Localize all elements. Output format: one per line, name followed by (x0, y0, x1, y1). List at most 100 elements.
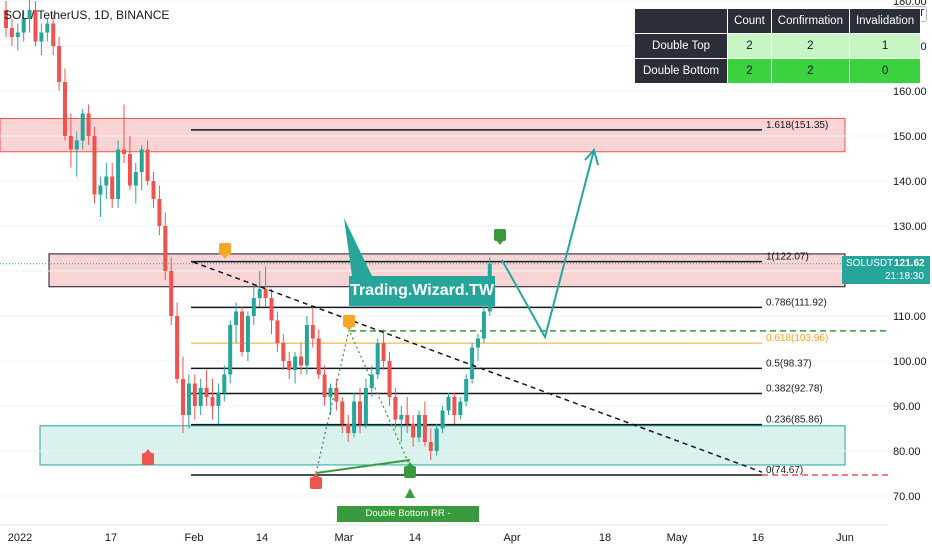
x-axis[interactable]: 2022 17 Feb 14 Mar 14 Apr 18 May 16 Jun (0, 524, 888, 544)
bottom-marker-box (142, 453, 154, 465)
trendline (192, 261, 763, 473)
candle (293, 352, 298, 384)
candle-body (452, 397, 457, 415)
y-tick-label: 160.00 (893, 86, 927, 98)
candle (145, 140, 150, 186)
candle (299, 343, 303, 375)
candle-body (287, 361, 292, 370)
candle (163, 212, 168, 280)
candle-body (481, 311, 486, 339)
candle-body (352, 401, 357, 433)
bottom-marker-pointer (407, 462, 413, 466)
candle (405, 397, 410, 433)
candle (322, 365, 327, 406)
candle (281, 334, 286, 370)
stats-invalidation: 1 (848, 33, 922, 59)
pattern-bottom-line (315, 459, 411, 474)
symbol-title[interactable]: SOL / TetherUS, 1D, BINANCE (4, 8, 170, 22)
stats-count: 2 (727, 58, 772, 84)
stats-col-confirmation: Confirmation (770, 8, 850, 34)
candle-body (363, 388, 368, 424)
fib-label: 1.618(151.35) (766, 120, 828, 131)
candle-body (139, 149, 144, 172)
bottom-marker-pointer (145, 449, 151, 453)
candle (240, 307, 244, 357)
breakout-marker-box (494, 229, 506, 241)
current-price-badge[interactable]: SOLUSDT 121.62 21:18:30 (842, 256, 930, 284)
x-tick-label: Jun (836, 532, 854, 544)
bottom-marker-box (404, 466, 416, 478)
candle (122, 104, 126, 163)
candle (151, 172, 156, 208)
candle (216, 383, 221, 424)
candle (470, 343, 475, 384)
candle-body (434, 428, 439, 451)
candle (393, 388, 398, 429)
bottom-marker-pointer (313, 473, 319, 477)
x-tick-label: 14 (256, 532, 268, 544)
candle (245, 311, 250, 361)
candle-body (210, 397, 215, 406)
candle (452, 392, 457, 424)
stats-row-label: Double Bottom (633, 58, 729, 84)
candle-body (269, 298, 274, 321)
candle-body (405, 415, 410, 424)
candle (434, 424, 439, 456)
candle (304, 316, 309, 375)
candle-body (358, 401, 362, 424)
candle-body (45, 23, 50, 33)
candle-body (157, 199, 162, 226)
candle-body (263, 289, 268, 298)
projection-arrowhead (584, 147, 599, 166)
candle-body (375, 343, 380, 375)
pattern-label-pointer (405, 488, 415, 498)
candle (381, 329, 386, 370)
candle-body (169, 271, 174, 316)
candle (458, 397, 463, 420)
y-tick-label: 100.00 (893, 356, 927, 368)
candle-body (411, 424, 416, 438)
candle (234, 302, 239, 343)
candle-body (122, 149, 126, 154)
candle (287, 352, 292, 379)
candle-body (15, 32, 20, 37)
candle-body (110, 176, 115, 199)
candle-body (245, 316, 250, 352)
candle (15, 23, 20, 51)
candle (57, 37, 62, 91)
candle (328, 383, 333, 415)
candle (104, 163, 109, 199)
candle-body (57, 46, 62, 82)
candle-body (458, 401, 463, 415)
candle (446, 392, 451, 415)
candle (228, 320, 233, 384)
price-badge-countdown: 21:18:30 (885, 271, 924, 282)
x-tick-label: May (667, 532, 688, 544)
candle (204, 370, 209, 406)
candle (251, 284, 256, 325)
candle (257, 271, 262, 307)
candle (86, 104, 91, 145)
fib-label: 0.382(92.78) (766, 383, 823, 394)
top-marker (219, 243, 231, 259)
stats-col-invalidation: Invalidation (848, 8, 922, 34)
candle (399, 406, 404, 442)
candle (133, 163, 138, 204)
candle-body (27, 10, 32, 19)
candle (316, 329, 321, 379)
breakout-marker-pointer (497, 241, 503, 245)
candle-body (33, 10, 38, 42)
fib-label: 0.618(103.96) (766, 333, 828, 344)
candle-body (346, 424, 351, 433)
x-tick-label: 2022 (8, 532, 32, 544)
top-marker-pointer (346, 327, 352, 331)
candle-body (63, 82, 67, 136)
zone-resistance (0, 117, 846, 153)
candle-body (133, 172, 138, 186)
top-marker-box (343, 315, 355, 327)
candle-body (328, 388, 333, 397)
pattern-stats-table: Count Confirmation Invalidation Double T… (633, 8, 922, 84)
candle-body (304, 325, 309, 366)
candle-body (299, 356, 303, 366)
projected-path (501, 149, 595, 340)
